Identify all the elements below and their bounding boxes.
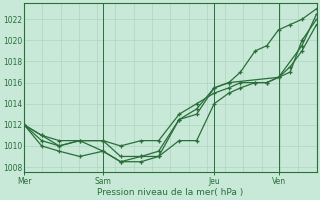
X-axis label: Pression niveau de la mer( hPa ): Pression niveau de la mer( hPa ) <box>97 188 244 197</box>
